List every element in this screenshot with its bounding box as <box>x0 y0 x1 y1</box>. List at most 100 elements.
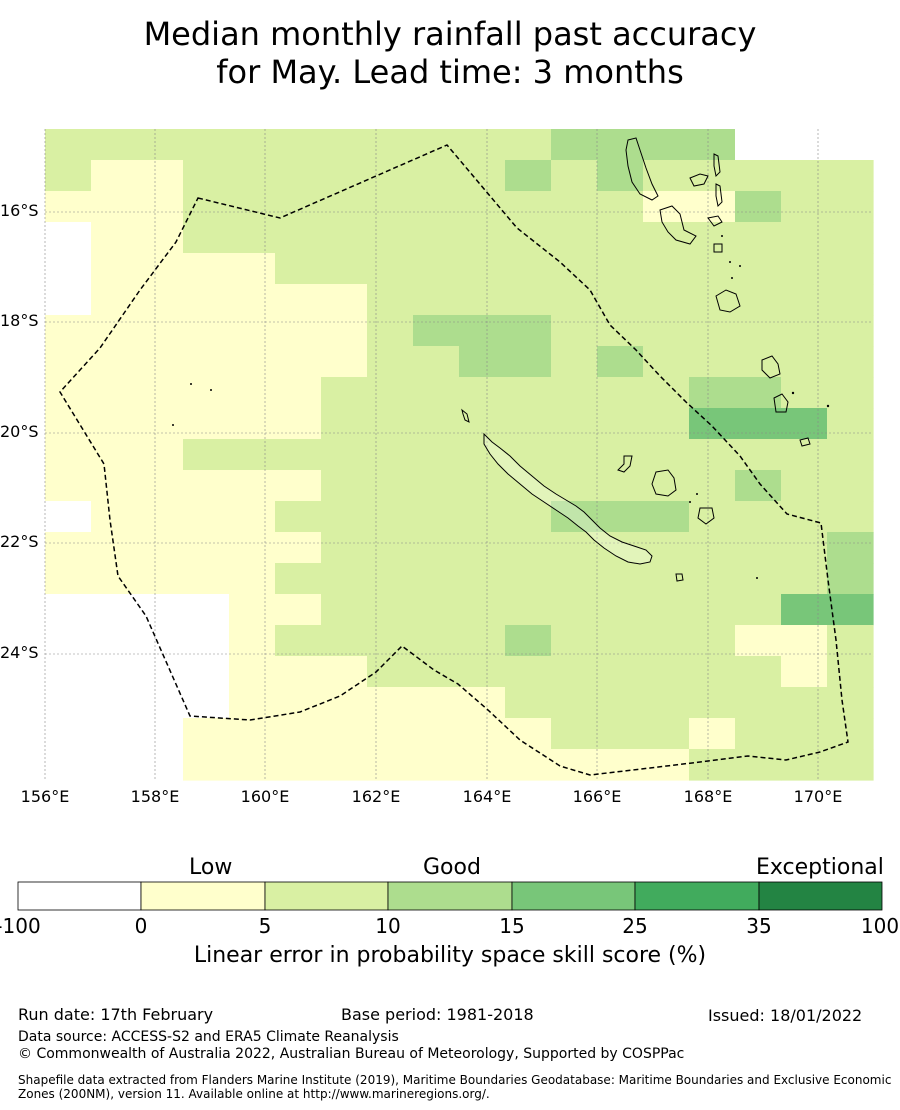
skill-cell <box>735 594 782 626</box>
skill-cell <box>689 439 736 471</box>
skill-cell <box>229 625 276 657</box>
skill-cell <box>229 563 276 595</box>
skill-cell <box>229 129 276 161</box>
skill-cell <box>689 501 736 533</box>
skill-cell <box>275 284 322 316</box>
skill-cell <box>45 501 92 533</box>
skill-cell <box>459 563 506 595</box>
skill-cell <box>413 594 460 626</box>
skill-cell <box>643 222 690 254</box>
skill-cell <box>735 408 782 440</box>
small-islets <box>172 235 830 579</box>
colorbar-tick: 5 <box>258 914 272 938</box>
skill-cell <box>827 191 874 223</box>
skill-cell <box>505 191 552 223</box>
skill-cell <box>91 594 138 626</box>
skill-cell <box>183 222 230 254</box>
skill-cell <box>827 346 874 378</box>
skill-cell <box>367 625 414 657</box>
skill-cell <box>45 408 92 440</box>
skill-cell <box>229 594 276 626</box>
skill-cell <box>597 718 644 750</box>
skill-cell <box>275 346 322 378</box>
skill-cell <box>459 377 506 409</box>
skill-cell <box>413 718 460 750</box>
skill-cell <box>781 687 828 719</box>
skill-cell <box>321 253 368 285</box>
skill-cell <box>781 749 828 781</box>
skill-cell <box>597 408 644 440</box>
base-period: Base period: 1981-2018 <box>341 1005 534 1024</box>
skill-cell <box>137 594 184 626</box>
skill-cell <box>321 718 368 750</box>
skill-cell <box>551 625 598 657</box>
skill-cell <box>45 439 92 471</box>
skill-cell <box>367 408 414 440</box>
skill-cell <box>551 563 598 595</box>
skill-cell <box>689 563 736 595</box>
lat-label-20s: 20°S <box>0 422 39 441</box>
skill-cell <box>413 315 460 347</box>
skill-cell <box>597 284 644 316</box>
skill-cell <box>91 346 138 378</box>
skill-cell <box>505 439 552 471</box>
skill-cell <box>505 718 552 750</box>
skill-cell <box>781 718 828 750</box>
skill-cell <box>643 687 690 719</box>
skill-cell <box>137 749 184 781</box>
skill-cell <box>321 656 368 688</box>
skill-cell <box>505 160 552 192</box>
skill-cell <box>91 253 138 285</box>
skill-cell <box>229 284 276 316</box>
skill-cell <box>781 439 828 471</box>
skill-cell <box>781 532 828 564</box>
skill-cell <box>183 563 230 595</box>
skill-cell <box>321 532 368 564</box>
skill-cell <box>597 191 644 223</box>
skill-cell <box>551 315 598 347</box>
skill-cell <box>91 284 138 316</box>
skill-cell <box>735 129 782 161</box>
skill-cell <box>137 129 184 161</box>
skill-cell <box>321 408 368 440</box>
skill-cell <box>505 656 552 688</box>
skill-cell <box>91 160 138 192</box>
skill-cell <box>413 501 460 533</box>
skill-cell <box>735 625 782 657</box>
skill-cell <box>413 625 460 657</box>
skill-cell <box>45 284 92 316</box>
coastline-outlines <box>172 137 830 582</box>
skill-cell <box>229 408 276 440</box>
skill-cell <box>183 284 230 316</box>
skill-cell <box>45 346 92 378</box>
skill-cell <box>183 470 230 502</box>
skill-cell <box>689 532 736 564</box>
skill-cell <box>551 346 598 378</box>
skill-cell <box>367 222 414 254</box>
skill-cell <box>137 470 184 502</box>
espiritu-santo-outline <box>625 137 659 201</box>
skill-cell <box>45 191 92 223</box>
skill-cell <box>275 160 322 192</box>
lon-label-170e: 170°E <box>793 787 843 806</box>
skill-cell <box>137 191 184 223</box>
skill-cell <box>735 284 782 316</box>
skill-cell <box>597 377 644 409</box>
skill-cell <box>321 377 368 409</box>
skill-cell <box>45 656 92 688</box>
skill-cell <box>735 749 782 781</box>
skill-cell <box>689 749 736 781</box>
skill-cell <box>551 284 598 316</box>
skill-cell <box>735 532 782 564</box>
tanna-outline <box>773 393 789 413</box>
skill-cell <box>689 315 736 347</box>
skill-cell <box>551 191 598 223</box>
lat-label-24s: 24°S <box>0 643 39 662</box>
skill-cell <box>45 594 92 626</box>
skill-cell <box>91 687 138 719</box>
skill-cell <box>45 315 92 347</box>
skill-cell <box>827 687 874 719</box>
shapefile-credit: Shapefile data extracted from Flanders M… <box>18 1073 892 1101</box>
skill-cell <box>367 718 414 750</box>
epi-outline <box>713 243 723 253</box>
